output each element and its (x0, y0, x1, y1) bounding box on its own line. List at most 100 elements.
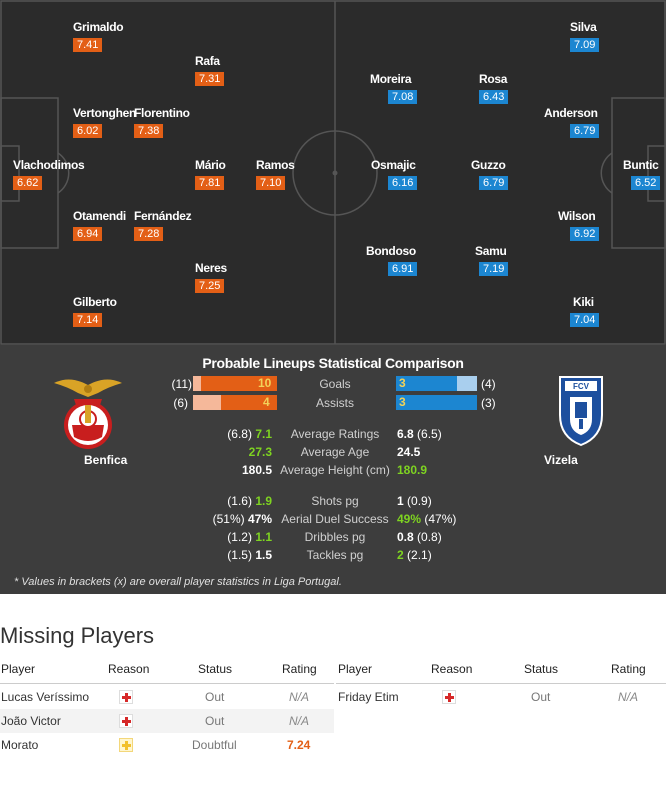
stat-row-average-height: 180.5 Average Height (cm) 180.9 (0, 462, 666, 478)
player-name: Otamendi (73, 209, 126, 223)
home-stat-values: (1.5) 1.5 (227, 548, 272, 562)
stats-title: Probable Lineups Statistical Comparison (202, 355, 464, 371)
header-divider (0, 683, 334, 684)
home-player-florentino[interactable]: Florentino 7.38 (134, 106, 190, 138)
home-stat-values: (51%) 47% (212, 512, 272, 526)
away-player-samu[interactable]: Samu 7.19 (475, 244, 509, 276)
away-team-name: Vizela (544, 453, 578, 467)
missing-player-status: Out (205, 714, 225, 728)
away-player-moreira[interactable]: Moreira 7.08 (370, 72, 418, 104)
away-assists-overall: (3) (481, 396, 496, 410)
home-goals-overall: (11) (171, 377, 192, 391)
missing-players-title: Missing Players (0, 623, 155, 648)
away-stat-values: 2 (2.1) (397, 548, 432, 562)
stat-label: Shots pg (311, 494, 359, 508)
header-rating: Rating (611, 662, 646, 676)
home-stat-values: (1.6) 1.9 (227, 494, 272, 508)
player-rating: 6.92 (570, 227, 600, 241)
away-goals-overall: (4) (481, 377, 496, 391)
lineup-stats-comparison: Probable Lineups Statistical Comparison … (0, 345, 666, 594)
stat-label: Average Height (cm) (280, 463, 390, 477)
missing-player-status: Out (531, 690, 551, 704)
away-stat-values: 49% (47%) (397, 512, 457, 526)
away-player-anderson[interactable]: Anderson 6.79 (544, 106, 600, 138)
header-player: Player (338, 662, 373, 676)
home-player-otamendi[interactable]: Otamendi 6.94 (73, 209, 126, 241)
pitch-lines (0, 0, 666, 345)
away-stat-values: 1 (0.9) (397, 494, 432, 508)
player-name: Rafa (195, 54, 220, 68)
home-player-grimaldo[interactable]: Grimaldo 7.41 (73, 20, 124, 52)
away-player-silva[interactable]: Silva 7.09 (570, 20, 600, 52)
home-player-neres[interactable]: Neres 7.25 (195, 261, 227, 293)
stats-footnote: * Values in brackets (x) are overall pla… (14, 576, 342, 588)
home-player-rafa[interactable]: Rafa 7.31 (195, 54, 225, 86)
home-player-gilberto[interactable]: Gilberto 7.14 (73, 295, 117, 327)
stat-label: Dribbles pg (304, 530, 366, 544)
lineup-pitch: Grimaldo 7.41 Rafa 7.31 Vertonghen 6.02 … (0, 0, 666, 345)
player-rating: 6.43 (479, 90, 509, 104)
table-row[interactable]: Lucas Veríssimo Out N/A (0, 685, 334, 709)
home-stat-values: (6.8) 7.1 (227, 427, 272, 441)
away-player-guzzo[interactable]: Guzzo 6.79 (471, 158, 509, 190)
table-row[interactable]: Morato Doubtful 7.24 (0, 733, 334, 757)
assists-label: Assists (315, 396, 354, 410)
home-player-ramos[interactable]: Ramos 7.10 (256, 158, 295, 190)
player-rating: 7.04 (570, 313, 600, 327)
home-player-vlachodimos[interactable]: Vlachodimos 6.62 (13, 158, 85, 190)
home-player-mario[interactable]: Mário 7.81 (195, 158, 226, 190)
stat-row-average-age: 27.3 Average Age 24.5 (0, 444, 666, 460)
away-goals-value: 3 (399, 376, 406, 390)
away-player-wilson[interactable]: Wilson 6.92 (558, 209, 600, 241)
home-stat-values: (1.2) 1.1 (227, 530, 272, 544)
player-name: Vlachodimos (13, 158, 85, 172)
player-name: Kiki (573, 295, 594, 309)
away-player-osmajic[interactable]: Osmajic 6.16 (371, 158, 418, 190)
player-rating: 7.41 (73, 38, 103, 52)
home-player-vertonghen[interactable]: Vertonghen 6.02 (73, 106, 136, 138)
header-reason: Reason (108, 662, 150, 676)
header-rating: Rating (282, 662, 317, 676)
assists-row: (6) 4 Assists 3 (3) (0, 395, 666, 411)
away-player-kiki[interactable]: Kiki 7.04 (570, 295, 600, 327)
player-name: Anderson (544, 106, 598, 120)
away-player-bondoso[interactable]: Bondoso 6.91 (366, 244, 418, 276)
injury-icon (119, 690, 133, 704)
home-assists-bar (221, 395, 277, 410)
missing-player-name: Friday Etim (338, 690, 399, 704)
missing-player-name: Morato (1, 738, 39, 752)
player-rating: 6.62 (13, 176, 43, 190)
injury-icon (119, 714, 133, 728)
stat-label: Aerial Duel Success (281, 512, 389, 526)
player-name: Moreira (370, 72, 412, 86)
stat-row-dribbles: (1.2) 1.1 Dribbles pg 0.8 (0.8) (0, 529, 666, 545)
player-rating: 6.02 (73, 124, 103, 138)
player-rating: 7.25 (195, 279, 225, 293)
player-rating: 6.79 (479, 176, 509, 190)
table-row[interactable]: Friday Etim Out N/A (336, 685, 666, 709)
player-rating: 7.31 (195, 72, 225, 86)
player-rating: 6.52 (631, 176, 661, 190)
home-player-fernandez[interactable]: Fernández 7.28 (134, 209, 192, 241)
player-rating: 6.94 (73, 227, 103, 241)
player-rating: 6.16 (388, 176, 418, 190)
vizela-crest-icon: FCV (559, 376, 603, 447)
header-divider (336, 683, 666, 684)
away-player-rosa[interactable]: Rosa 6.43 (479, 72, 509, 104)
away-player-buntic[interactable]: Buntic 6.52 (623, 158, 661, 190)
goals-row: (11) 10 Goals 3 (4) (0, 376, 666, 392)
player-rating: 6.79 (570, 124, 600, 138)
player-name: Buntic (623, 158, 659, 172)
header-player: Player (1, 662, 36, 676)
player-name: Neres (195, 261, 227, 275)
table-row[interactable]: João Victor Out N/A (0, 709, 334, 733)
goals-label: Goals (319, 377, 351, 391)
header-status: Status (524, 662, 559, 676)
doubtful-icon (119, 738, 133, 752)
player-rating: 7.14 (73, 313, 103, 327)
away-stat-values: 24.5 (397, 445, 421, 459)
home-assists-value: 4 (263, 395, 270, 409)
injury-icon (442, 690, 456, 704)
stat-row-aerial-duel: (51%) 47% Aerial Duel Success 49% (47%) (0, 511, 666, 527)
player-name: Bondoso (366, 244, 416, 258)
